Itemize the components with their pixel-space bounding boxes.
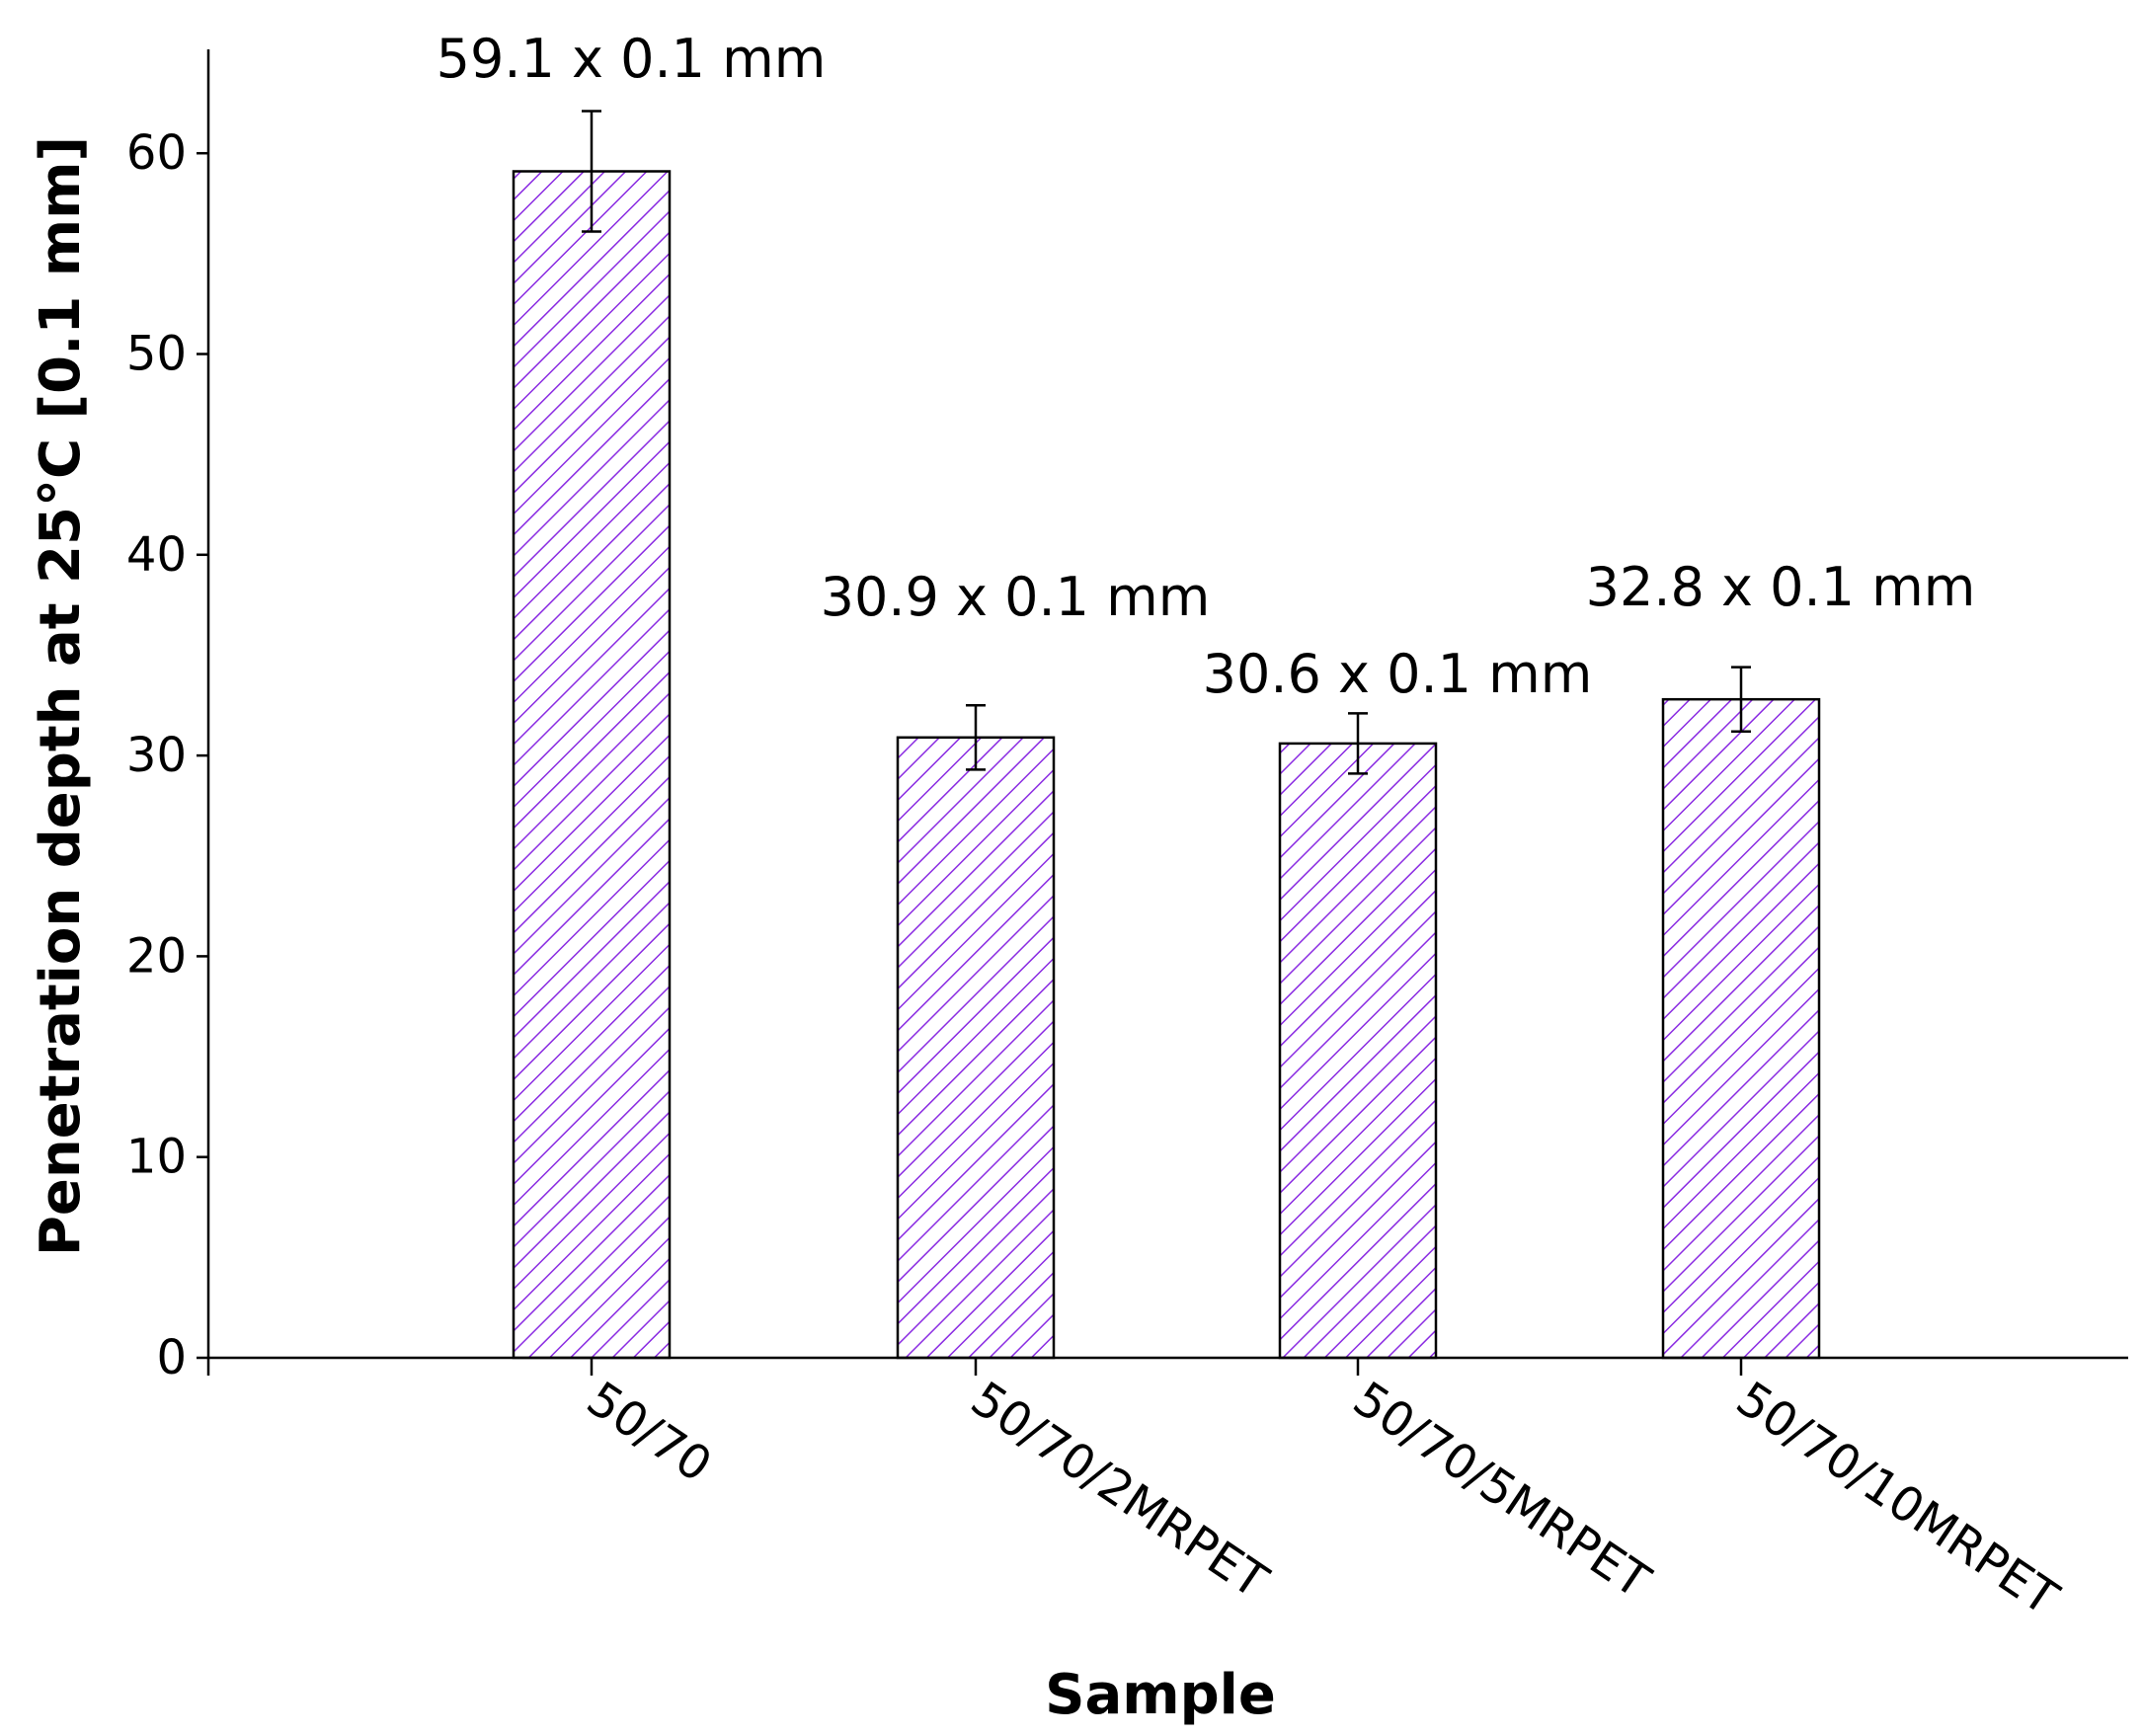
error-bar-3 [1348,712,1368,775]
bar-3 [1278,742,1438,1360]
data-labels: 59.1 x 0.1 mm 30.9 x 0.1 mm 30.6 x 0.1 mm 3… [437,28,1976,705]
x-tick-label: 50/70/5MRPET [1343,1372,1660,1611]
bar-4 [1661,697,1821,1360]
y-axis-ticks: 0 10 20 30 40 50 60 [126,125,210,1385]
y-tick-label: 50 [126,327,187,382]
bar-1 [512,170,672,1360]
x-tick-label: 50/70 [577,1372,721,1494]
y-tick-label: 0 [156,1330,187,1385]
bar-2 [896,736,1056,1360]
x-tick-label: 50/70/10MRPET [1726,1372,2068,1627]
y-tick-label: 60 [126,125,187,181]
x-axis-title: Sample [1045,1663,1276,1727]
error-bars [582,110,1751,775]
y-tick-label: 10 [126,1130,187,1185]
y-tick-label: 30 [126,728,187,783]
x-tick-label: 50/70/2MRPET [961,1372,1278,1611]
bar-series [512,170,1821,1360]
error-bar-2 [966,704,986,771]
y-axis-title: Penetration depth at 25°C [0.1 mm] [29,136,93,1256]
data-label-3: 30.6 x 0.1 mm [1203,643,1593,705]
y-tick-label: 20 [126,928,187,984]
y-tick-label: 40 [126,527,187,583]
error-bar-4 [1731,666,1751,733]
data-label-2: 30.9 x 0.1 mm [821,566,1211,628]
data-label-1: 59.1 x 0.1 mm [437,28,827,90]
error-bar-1 [582,110,601,233]
data-label-4: 32.8 x 0.1 mm [1586,556,1976,618]
x-axis-ticks: 50/70 50/70/2MRPET 50/70/5MRPET 50/70/10MRP… [577,1358,2068,1626]
